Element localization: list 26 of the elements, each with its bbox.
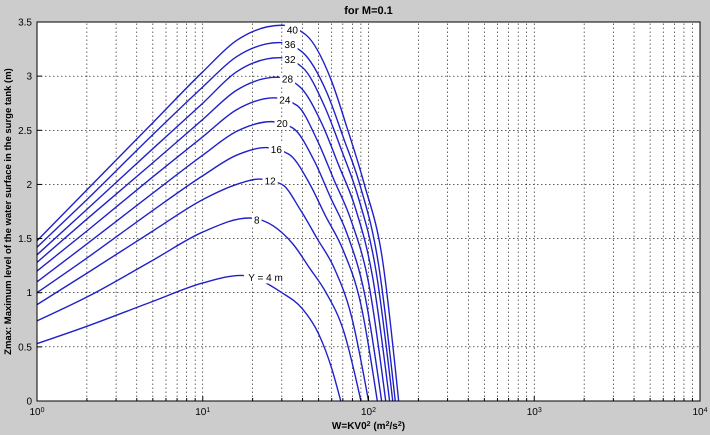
y-tick-label: 1.5 [18,234,32,246]
series-label: 36 [284,40,296,52]
y-tick-label: 0.5 [18,342,32,354]
x-tick-label: 10$^{0}$ [29,406,45,418]
x-tick-label: 10$^{3}$ [526,406,542,418]
series-label: 16 [270,145,282,156]
chart-title: for M=0.1 [344,5,393,17]
y-tick-label: 3 [26,72,32,83]
y-tick-label: 1 [26,288,32,300]
series-label: 24 [279,95,291,106]
series-label: 8 [254,215,260,226]
series-label: 28 [282,74,294,86]
series-label: 32 [284,55,296,66]
x-tick-label: 10$^{1}$ [195,406,210,418]
series-label: 40 [286,26,298,36]
series-label: Y = 4 m [248,272,283,284]
y-tick-label: 2.5 [18,126,32,137]
x-tick-label: 10$^{2}$ [360,406,376,418]
x-axis-title: W=KV0$^{2}$ (m$^{2}$/s$^{2}$) [332,420,406,432]
y-tick-label: 0 [26,396,32,408]
x-tick-label: 10$^{4}$ [692,406,708,418]
series-label: 12 [264,176,276,188]
y-axis-title: Zmax: Maximum level of the water surface in the surge tank (m) [3,68,14,355]
series-label: 20 [276,119,288,130]
y-tick-label: 2 [26,180,32,191]
y-tick-label: 3.5 [18,18,32,28]
